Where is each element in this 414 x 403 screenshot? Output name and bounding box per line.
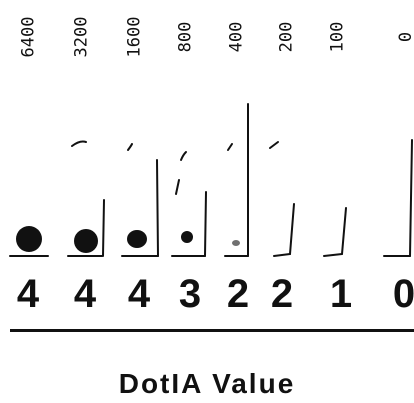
divider-line [10, 329, 414, 332]
strip-edge [204, 191, 207, 257]
score-value: 2 [270, 272, 294, 316]
score-value: 4 [127, 272, 151, 316]
blot-dot [127, 230, 147, 248]
strip-mark [227, 143, 233, 151]
strip-mark [180, 151, 187, 161]
score-value: 1 [329, 272, 353, 316]
strip-mark [127, 143, 133, 151]
blot-dot [181, 231, 193, 243]
score-value: 0 [392, 272, 414, 316]
strip-base [273, 253, 291, 257]
strip-edge [102, 199, 105, 257]
blot-dot [74, 229, 98, 253]
strip-mark [175, 179, 180, 195]
strip-edge [341, 207, 347, 255]
strip-base [323, 253, 343, 257]
score-value: 2 [226, 272, 250, 316]
strip-mark [269, 141, 279, 149]
score-value: 3 [178, 272, 202, 316]
strip-edge [156, 159, 159, 257]
score-value: 4 [73, 272, 97, 316]
strip-edge [409, 139, 413, 257]
score-value: 4 [16, 272, 40, 316]
strip-edge [289, 203, 295, 255]
blot-dot [232, 240, 240, 246]
blot-dot [16, 226, 42, 252]
strip-mark [71, 140, 87, 147]
figure-title: DotIA Value [118, 368, 296, 399]
